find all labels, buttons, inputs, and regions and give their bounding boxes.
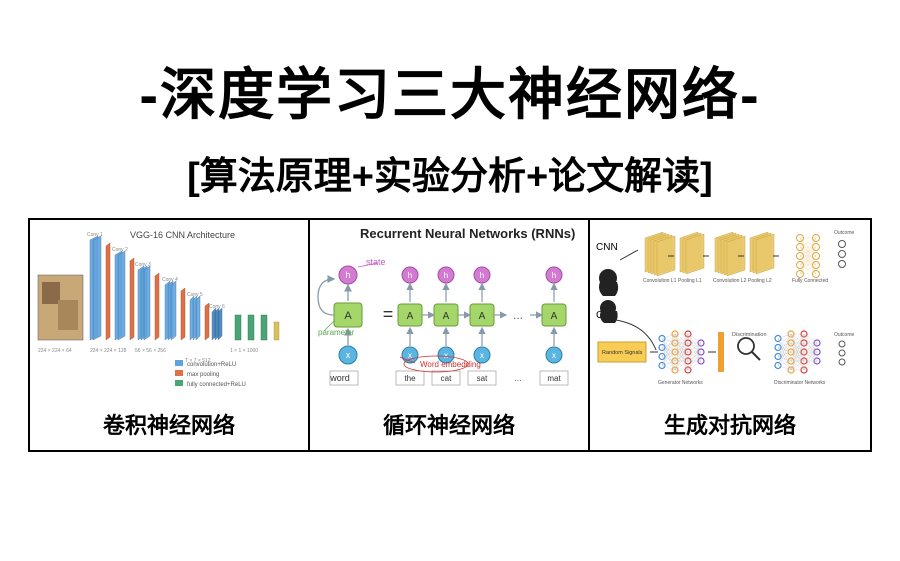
svg-text:Conv 3: Conv 3 (135, 262, 151, 268)
rnn-diagram-title: Recurrent Neural Networks (RNNs) (360, 226, 575, 241)
gan-diagram: CNN Convolution L1Pooling L1 Convolution L… (590, 220, 870, 400)
svg-text:224 × 224 × 64: 224 × 224 × 64 (38, 348, 72, 354)
svg-text:max pooling: max pooling (187, 372, 219, 378)
svg-text:A: A (407, 311, 414, 322)
svg-text:A: A (479, 311, 486, 322)
cnn-diagram-title: VGG-16 CNN Architecture (130, 230, 235, 240)
svg-text:Fully Connected: Fully Connected (792, 278, 828, 284)
panel-label-gan: 生成对抗网络 (664, 400, 796, 450)
panel-label-rnn: 循环神经网络 (383, 400, 515, 450)
svg-text:h: h (552, 271, 556, 280)
svg-text:Conv 1: Conv 1 (87, 232, 103, 238)
svg-text:x: x (346, 350, 351, 360)
svg-text:Pooling L1: Pooling L1 (678, 278, 702, 284)
svg-text:convolution+ReLU: convolution+ReLU (187, 362, 236, 368)
svg-text:h: h (408, 271, 412, 280)
svg-text:Convolution L2: Convolution L2 (713, 278, 747, 284)
svg-text:...: ... (513, 308, 523, 322)
svg-text:state: state (366, 257, 386, 267)
cnn-diagram: VGG-16 CNN Architecture 224 × 224 × 64 Co… (30, 220, 308, 400)
svg-text:word: word (329, 373, 350, 383)
svg-text:224 × 224 × 128: 224 × 224 × 128 (90, 348, 127, 354)
svg-text:Conv 2: Conv 2 (112, 247, 128, 253)
svg-text:Convolution L1: Convolution L1 (643, 278, 677, 284)
svg-text:cat: cat (441, 374, 452, 383)
panel-gan: CNN Convolution L1Pooling L1 Convolution L… (590, 220, 870, 450)
svg-text:A: A (443, 311, 450, 322)
svg-text:x: x (444, 351, 448, 360)
panel-rnn: Recurrent Neural Networks (RNNs) h Ax stat… (310, 220, 590, 450)
svg-text:Outcome: Outcome (834, 230, 855, 236)
subtitle: [算法原理+实验分析+论文解读] (187, 145, 713, 200)
svg-text:Word embedding: Word embedding (420, 360, 481, 369)
svg-text:1 × 1 × 1000: 1 × 1 × 1000 (230, 348, 258, 354)
panel-label-cnn: 卷积神经网络 (103, 400, 235, 450)
svg-text:Generator Networks: Generator Networks (658, 380, 703, 386)
svg-text:...: ... (514, 373, 522, 383)
gan-svg: CNN Convolution L1Pooling L1 Convolution L… (590, 220, 870, 400)
svg-text:Discrimination: Discrimination (732, 332, 767, 338)
main-title: -深度学习三大神经网络- (139, 50, 760, 131)
svg-text:fully connected+ReLU: fully connected+ReLU (187, 382, 246, 388)
svg-text:56 × 56 × 256: 56 × 56 × 256 (135, 348, 166, 354)
panel-cnn: VGG-16 CNN Architecture 224 × 224 × 64 Co… (30, 220, 310, 450)
svg-text:parameter: parameter (318, 328, 355, 337)
svg-text:Conv 6: Conv 6 (209, 304, 225, 310)
svg-text:h: h (345, 270, 350, 280)
svg-text:Discriminator Networks: Discriminator Networks (774, 380, 826, 386)
svg-text:the: the (404, 374, 416, 383)
svg-text:h: h (444, 271, 448, 280)
rnn-diagram: Recurrent Neural Networks (RNNs) h Ax stat… (310, 220, 588, 400)
svg-text:x: x (552, 351, 556, 360)
panels-row: VGG-16 CNN Architecture 224 × 224 × 64 Co… (28, 218, 872, 452)
svg-text:Conv 5: Conv 5 (187, 292, 203, 298)
svg-text:Outcome: Outcome (834, 332, 855, 338)
svg-text:Pooling L2: Pooling L2 (748, 278, 772, 284)
svg-text:A: A (344, 310, 352, 322)
cnn-svg: 224 × 224 × 64 Conv 1 Conv 2 Conv 3 Conv 4 Co… (30, 220, 308, 400)
svg-text:Random Signals: Random Signals (602, 350, 643, 356)
svg-text:mat: mat (547, 374, 561, 383)
svg-text:Conv 4: Conv 4 (162, 277, 178, 283)
svg-text:h: h (480, 271, 484, 280)
svg-text:A: A (551, 311, 558, 322)
svg-text:sat: sat (477, 374, 488, 383)
svg-text:=: = (383, 304, 394, 324)
rnn-svg: h Ax state parameter word = h Ax the h Ax cat h Ax sat… (310, 220, 588, 400)
svg-text:x: x (480, 351, 484, 360)
svg-text:CNN: CNN (596, 242, 618, 253)
